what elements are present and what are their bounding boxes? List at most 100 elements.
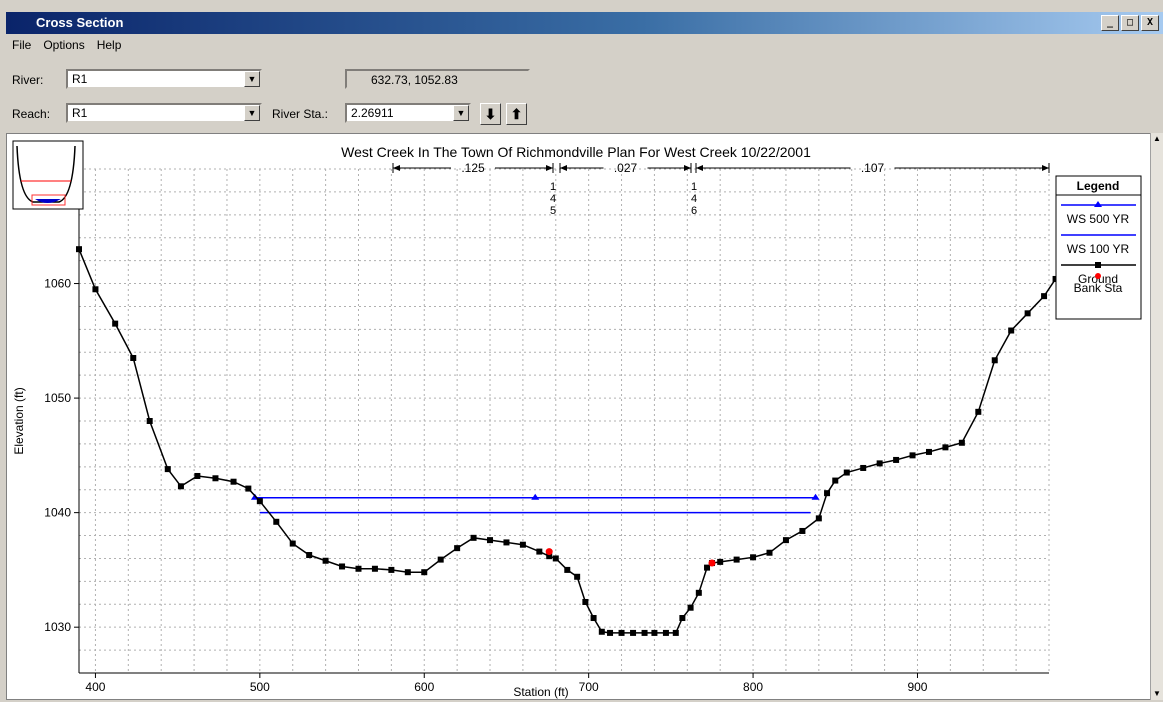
cross-section-chart: West Creek In The Town Of Richmondville … <box>12 140 1142 699</box>
ground-point <box>289 540 296 547</box>
legend-label: WS 500 YR <box>1067 212 1130 226</box>
y-tick-label: 1050 <box>44 391 71 405</box>
river-sta-label: River Sta.: <box>272 107 329 121</box>
coordinate-readout: 632.73, 1052.83 <box>345 69 530 89</box>
y-tick-label: 1060 <box>44 277 71 291</box>
vertical-scrollbar[interactable]: ▲ ▼ <box>1150 133 1163 700</box>
ground-point <box>177 483 184 490</box>
river-sta-dropdown-icon[interactable]: ▼ <box>453 105 469 121</box>
river-sta-select[interactable]: 2.26911 ▼ <box>345 103 471 123</box>
mannings-arrow <box>546 165 553 171</box>
x-tick-label: 700 <box>579 680 599 694</box>
ground-point <box>76 246 82 253</box>
menu-file[interactable]: File <box>12 38 32 52</box>
legend-title: Legend <box>1077 179 1120 193</box>
ground-point <box>991 357 998 364</box>
ground-point <box>651 629 658 636</box>
legend-dot-marker <box>1095 273 1101 279</box>
x-tick-label: 900 <box>907 680 927 694</box>
legend-label: Bank Sta <box>1074 281 1123 295</box>
x-axis-label: Station (ft) <box>513 685 568 699</box>
ground-point <box>552 555 559 562</box>
ws500-marker <box>811 493 820 500</box>
ground-point <box>112 320 119 327</box>
ground-point <box>641 629 648 636</box>
ground-point <box>306 552 313 559</box>
scroll-up-icon[interactable]: ▲ <box>1153 134 1161 143</box>
river-sta-value: 2.26911 <box>351 106 394 120</box>
chart-title: West Creek In The Town Of Richmondville … <box>341 144 811 160</box>
ground-point <box>194 472 201 479</box>
ground-point <box>1041 293 1048 300</box>
ground-point <box>582 598 589 605</box>
ground-point <box>454 545 461 552</box>
ground-point <box>679 615 686 622</box>
ground-point <box>245 485 252 492</box>
ground-point <box>536 548 543 555</box>
location-thumbnail <box>12 140 84 210</box>
minimize-button[interactable]: _ <box>1101 15 1119 31</box>
marker-digit: 4 <box>550 193 556 205</box>
ground-point <box>546 553 553 560</box>
chart-series <box>76 246 1059 636</box>
ground-point <box>564 566 571 573</box>
menu-help[interactable]: Help <box>96 38 122 52</box>
marker-digit: 1 <box>691 181 697 193</box>
marker-digit: 4 <box>691 193 697 205</box>
ground-point <box>733 556 740 563</box>
window-title: Cross Section <box>36 15 124 30</box>
ground-point <box>256 498 263 505</box>
river-dropdown-icon[interactable]: ▼ <box>244 71 260 87</box>
ground-point <box>843 469 850 476</box>
plot-area[interactable]: West Creek In The Town Of Richmondville … <box>6 133 1151 700</box>
ground-point <box>1024 310 1031 317</box>
ground-point <box>630 629 637 636</box>
ground-point <box>607 629 614 636</box>
prev-station-button[interactable]: ⬇ <box>480 103 501 125</box>
ground-point <box>942 444 949 451</box>
ground-point <box>893 456 900 463</box>
reach-value: R1 <box>72 106 88 120</box>
marker-digit: 5 <box>550 205 556 217</box>
marker-digit: 1 <box>550 181 556 193</box>
menu-bar: File Options Help <box>6 38 121 58</box>
legend-label: WS 100 YR <box>1067 242 1130 256</box>
ground-point <box>164 466 171 473</box>
ground-point <box>672 629 679 636</box>
reach-dropdown-icon[interactable]: ▼ <box>244 105 260 121</box>
thumbnail-frame <box>12 140 84 210</box>
y-tick-label: 1030 <box>44 620 71 634</box>
ground-point <box>958 439 965 446</box>
mannings-n-annotations: .125 .027 .107 <box>392 161 1050 175</box>
ground-point <box>832 477 839 484</box>
ground-point <box>130 355 137 361</box>
ground-point <box>355 565 362 572</box>
maximize-button[interactable]: □ <box>1121 15 1139 31</box>
ground-point <box>421 569 428 576</box>
ground-point <box>437 556 444 563</box>
ground-point <box>388 566 395 573</box>
ground-point <box>687 604 694 611</box>
close-button[interactable]: X <box>1141 15 1159 31</box>
chart-axes: 400 500 600 700 800 900 1030 1040 1050 1060 <box>44 277 928 694</box>
ground-point <box>590 615 597 622</box>
river-select[interactable]: R1 ▼ <box>66 69 262 89</box>
reach-select[interactable]: R1 ▼ <box>66 103 262 123</box>
ground-point <box>799 527 806 534</box>
ground-point <box>717 558 724 565</box>
ground-point <box>404 569 411 576</box>
x-tick-label: 400 <box>85 680 105 694</box>
mannings-arrow <box>696 165 703 171</box>
mannings-arrow <box>1042 165 1049 171</box>
ground-point <box>322 557 329 564</box>
reach-label: Reach: <box>12 107 51 121</box>
ground-point <box>519 541 526 548</box>
scroll-down-icon[interactable]: ▼ <box>1153 689 1161 698</box>
menu-options[interactable]: Options <box>43 38 85 52</box>
thumbnail-view-box <box>31 194 66 206</box>
grid-lines <box>79 168 1050 673</box>
ground-point <box>618 629 625 636</box>
ground-point <box>212 475 219 482</box>
ground-point <box>662 629 669 636</box>
next-station-button[interactable]: ⬆ <box>506 103 527 125</box>
